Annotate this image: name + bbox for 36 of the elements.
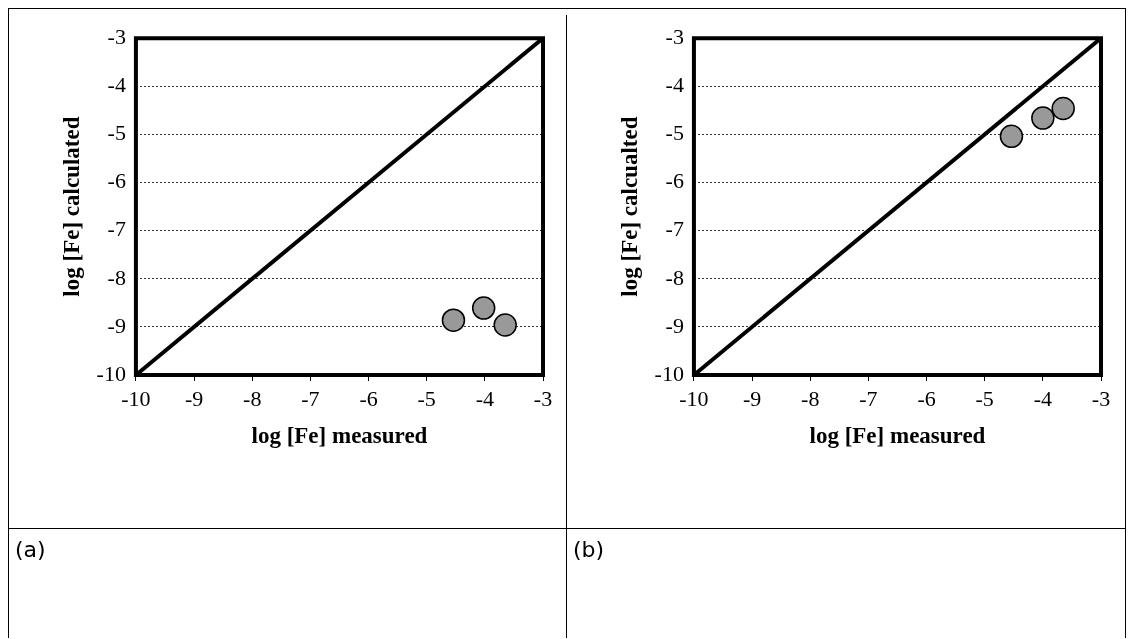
x-axis-title: log [Fe] measured xyxy=(809,423,986,449)
x-tick-label: -5 xyxy=(417,385,436,411)
y-tick-label: -6 xyxy=(665,168,684,194)
text: (b) xyxy=(573,537,605,562)
y-tick-label: -3 xyxy=(665,23,684,49)
x-tick-label: -3 xyxy=(533,385,553,411)
x-tick-label: -4 xyxy=(475,385,495,411)
x-tick-label: -8 xyxy=(243,385,262,411)
y-tick-label: -7 xyxy=(665,216,684,242)
y-tick-label: -7 xyxy=(107,216,126,242)
y-tick-label: -5 xyxy=(665,120,684,146)
x-tick-label: -7 xyxy=(859,385,878,411)
y-tick-label: -5 xyxy=(107,120,126,146)
x-tick-label: -6 xyxy=(917,385,936,411)
x-tick-label: -7 xyxy=(301,385,320,411)
y-tick-label: -6 xyxy=(107,168,126,194)
y-tick-label: -9 xyxy=(107,312,126,338)
y-tick-label: -8 xyxy=(665,264,684,290)
x-tick-label: -8 xyxy=(801,385,820,411)
x-axis-title: log [Fe] measured xyxy=(251,423,428,449)
x-tick-label: -9 xyxy=(742,385,762,411)
y-tick-label: -4 xyxy=(665,72,684,98)
x-tick-label: -5 xyxy=(975,385,994,411)
x-tick-label: -3 xyxy=(1091,385,1111,411)
x-tick-label: -4 xyxy=(1033,385,1053,411)
y-tick-label: -8 xyxy=(107,264,126,290)
text: (a) xyxy=(15,537,46,562)
x-tick-label: -6 xyxy=(359,385,378,411)
x-tick-label: -9 xyxy=(184,385,204,411)
y-tick-label: -10 xyxy=(96,360,126,386)
y-axis-title: log [Fe] calculated xyxy=(58,116,84,297)
y-tick-label: -10 xyxy=(654,360,684,386)
y-axis-title: log [Fe] calcualted xyxy=(616,116,642,297)
y-tick-label: -9 xyxy=(665,312,684,338)
y-tick-label: -3 xyxy=(107,23,126,49)
y-tick-label: -4 xyxy=(107,72,126,98)
